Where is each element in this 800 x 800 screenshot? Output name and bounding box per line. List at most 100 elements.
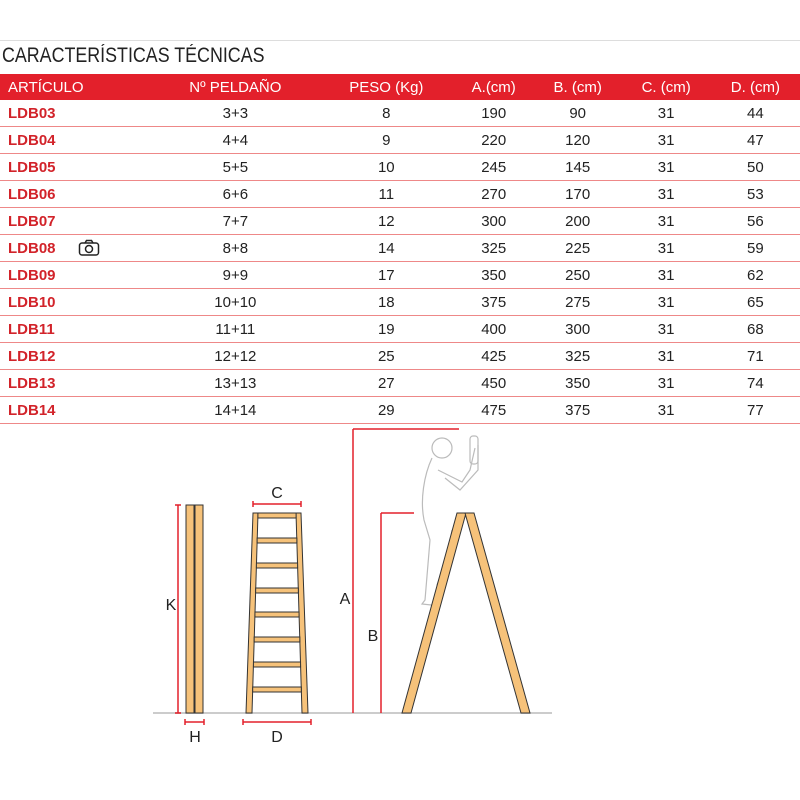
cell-text: 59 bbox=[747, 239, 764, 257]
cell-text: LDB10 bbox=[8, 293, 56, 311]
ladder-rung bbox=[253, 636, 301, 643]
table-cell: 13+13 bbox=[151, 369, 319, 397]
table-cell: 25 bbox=[318, 342, 454, 370]
table-row: LDB06 6+6 11 270 170 31 53 bbox=[0, 180, 800, 208]
cell-text: 7+7 bbox=[222, 212, 249, 230]
table-cell: 400 bbox=[453, 315, 534, 343]
cell-text: 4+4 bbox=[222, 131, 249, 149]
cell-text: 300 bbox=[565, 320, 591, 338]
cell-text: LDB12 bbox=[8, 347, 56, 365]
table-cell: 10 bbox=[318, 153, 454, 181]
column-header: PESO (Kg) bbox=[318, 74, 454, 100]
table-cell: 27 bbox=[318, 369, 454, 397]
cell-text: 44 bbox=[747, 104, 764, 122]
cell-text: 8+8 bbox=[222, 239, 249, 257]
cell-text: 325 bbox=[565, 347, 591, 365]
cell-text: LDB08 bbox=[8, 239, 56, 257]
table-row: LDB08 8+8 14 325 225 31 59 bbox=[0, 234, 800, 262]
cell-text: 74 bbox=[747, 374, 764, 392]
table-cell: 10+10 bbox=[151, 288, 319, 316]
specs-table: ARTÍCULO Nº PELDAÑO PESO (Kg) A.(cm) B. (cm)… bbox=[0, 74, 800, 424]
cell-text: 68 bbox=[747, 320, 764, 338]
table-cell: 6+6 bbox=[151, 180, 319, 208]
cell-text: 120 bbox=[565, 131, 591, 149]
column-header: D. (cm) bbox=[710, 74, 800, 100]
table-cell: 31 bbox=[621, 369, 711, 397]
cell-text: LDB06 bbox=[8, 185, 56, 203]
cell-text: 450 bbox=[481, 374, 507, 392]
cell-text: 400 bbox=[481, 320, 507, 338]
cell-text: 13+13 bbox=[214, 374, 257, 392]
cell-text: 6+6 bbox=[222, 185, 249, 203]
label-d: D bbox=[271, 729, 283, 746]
cell-text: 27 bbox=[377, 374, 395, 392]
table-row: LDB12 12+12 25 425 325 31 71 bbox=[0, 342, 800, 370]
page-title: CARACTERÍSTICAS TÉCNICAS bbox=[2, 44, 265, 67]
table-cell: 8 bbox=[318, 100, 454, 127]
table-cell: 350 bbox=[533, 369, 622, 397]
column-header: B. (cm) bbox=[533, 74, 622, 100]
cell-text: 11+11 bbox=[215, 320, 256, 338]
cell-text: 375 bbox=[481, 293, 507, 311]
table-cell: 425 bbox=[453, 342, 534, 370]
cell-text: LDB14 bbox=[8, 401, 56, 419]
cell-text: 71 bbox=[747, 347, 764, 365]
cell-text: 350 bbox=[565, 374, 591, 392]
table-cell: 9+9 bbox=[151, 261, 319, 289]
table-row: LDB14 14+14 29 475 375 31 77 bbox=[0, 396, 800, 424]
cell-text: 475 bbox=[481, 401, 507, 419]
cell-text: 31 bbox=[657, 185, 675, 203]
table-cell: 31 bbox=[621, 396, 711, 424]
article-code: LDB10 bbox=[0, 288, 152, 316]
article-code: LDB08 bbox=[0, 234, 152, 262]
table-cell: 31 bbox=[621, 261, 711, 289]
article-code: LDB11 bbox=[0, 315, 152, 343]
cell-text: LDB11 bbox=[8, 320, 55, 338]
table-cell: 270 bbox=[453, 180, 534, 208]
ladder-rung bbox=[252, 686, 302, 693]
camera-icon[interactable] bbox=[78, 239, 100, 261]
table-cell: 31 bbox=[621, 342, 711, 370]
table-cell: 31 bbox=[621, 207, 711, 235]
table-row: LDB13 13+13 27 450 350 31 74 bbox=[0, 369, 800, 397]
table-cell: 120 bbox=[533, 126, 622, 154]
table-cell: 12 bbox=[318, 207, 454, 235]
cell-text: 90 bbox=[569, 104, 587, 122]
cell-text: 245 bbox=[481, 158, 507, 176]
cell-text: 250 bbox=[565, 266, 591, 284]
table-row: LDB07 7+7 12 300 200 31 56 bbox=[0, 207, 800, 235]
article-code: LDB07 bbox=[0, 207, 152, 235]
column-header: ARTÍCULO bbox=[0, 74, 152, 100]
table-cell: 68 bbox=[710, 315, 800, 343]
table-cell: 31 bbox=[621, 126, 711, 154]
table-cell: 29 bbox=[318, 396, 454, 424]
table-cell: 250 bbox=[533, 261, 622, 289]
table-cell: 375 bbox=[533, 396, 622, 424]
table-cell: 220 bbox=[453, 126, 534, 154]
table-cell: 12+12 bbox=[151, 342, 319, 370]
cell-text: 53 bbox=[747, 185, 764, 203]
cell-text: 31 bbox=[657, 212, 675, 230]
table-cell: 300 bbox=[533, 315, 622, 343]
table-cell: 375 bbox=[453, 288, 534, 316]
ladder-rung bbox=[255, 562, 299, 569]
table-cell: 7+7 bbox=[151, 207, 319, 235]
cell-text: 11 bbox=[378, 185, 395, 203]
cell-text: 50 bbox=[747, 158, 764, 176]
table-cell: 325 bbox=[533, 342, 622, 370]
cell-text: 375 bbox=[565, 401, 591, 419]
ladder-rung bbox=[254, 611, 300, 618]
table-cell: 325 bbox=[453, 234, 534, 262]
table-cell: 62 bbox=[710, 261, 800, 289]
article-code: LDB05 bbox=[0, 153, 152, 181]
label-a: A bbox=[340, 591, 351, 608]
cell-text: LDB03 bbox=[8, 104, 56, 122]
cell-text: 12 bbox=[377, 212, 395, 230]
cell-text: 200 bbox=[565, 212, 591, 230]
cell-text: 8 bbox=[382, 104, 391, 122]
table-cell: 71 bbox=[710, 342, 800, 370]
cell-text: 31 bbox=[657, 293, 675, 311]
table-cell: 3+3 bbox=[151, 100, 319, 127]
cell-text: 9 bbox=[382, 131, 391, 149]
cell-text: 145 bbox=[565, 158, 591, 176]
